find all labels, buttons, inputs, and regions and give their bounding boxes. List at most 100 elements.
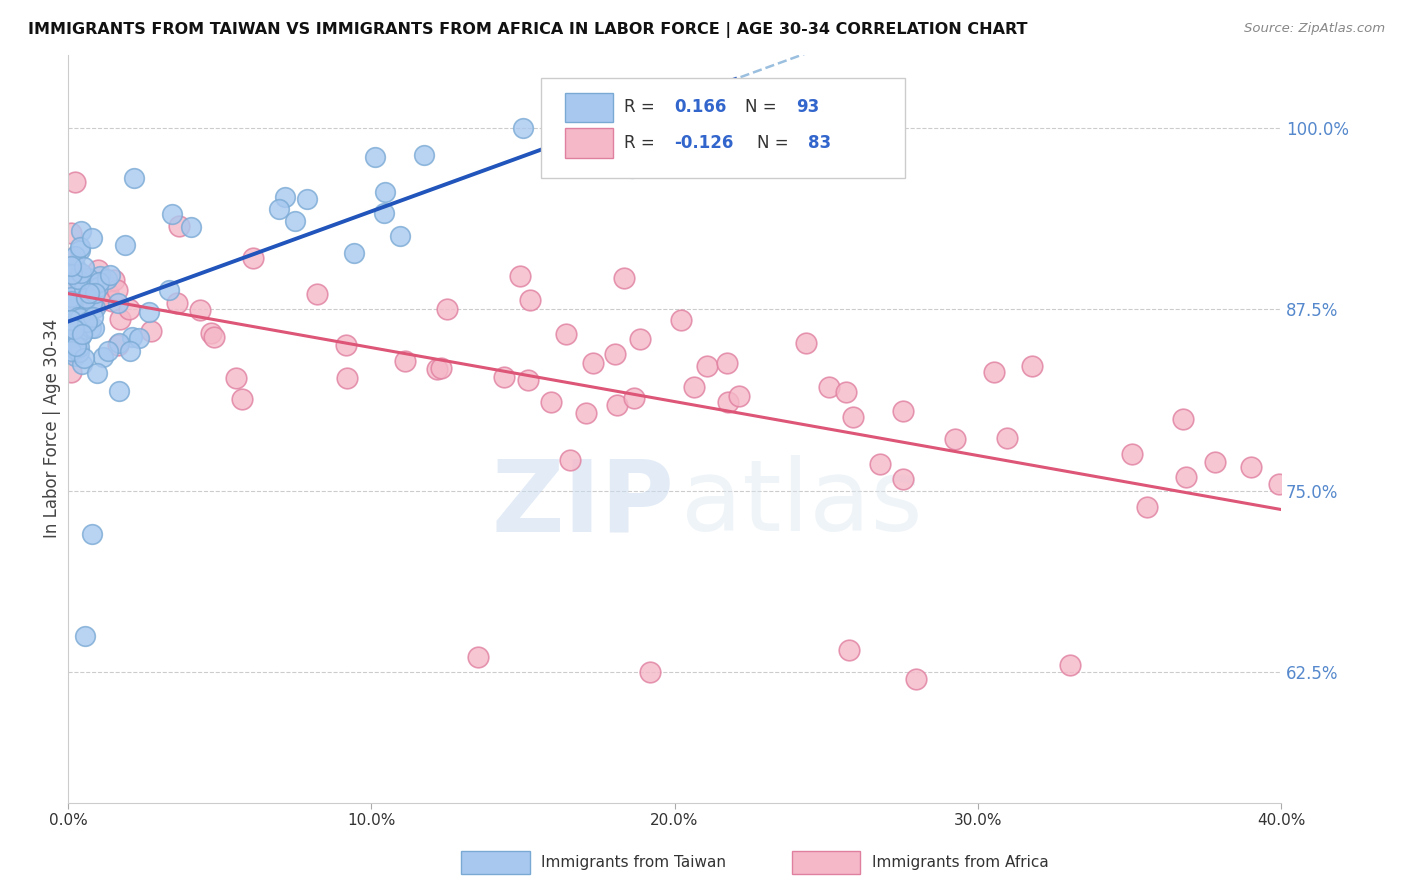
- Point: [162, 207, 184, 221]
- Point: [122, 170, 145, 185]
- Point: [1021, 359, 1043, 373]
- Point: [983, 365, 1005, 379]
- Point: [157, 283, 180, 297]
- Point: [82, 310, 104, 324]
- Text: Source: ZipAtlas.com: Source: ZipAtlas.com: [1244, 22, 1385, 36]
- Point: [60, 251, 83, 265]
- Text: R =: R =: [624, 98, 659, 117]
- Point: [98, 268, 121, 282]
- Point: [60, 282, 83, 296]
- Point: [66, 313, 89, 327]
- Point: [65, 349, 87, 363]
- Point: [891, 404, 914, 418]
- Point: [69, 244, 91, 258]
- Point: [60, 320, 83, 334]
- Point: [717, 395, 740, 409]
- Point: [225, 371, 247, 385]
- Point: [231, 392, 253, 406]
- Point: [591, 120, 613, 135]
- Point: [72, 322, 94, 336]
- Point: [1204, 454, 1226, 468]
- Point: [75, 291, 97, 305]
- Point: [202, 330, 225, 344]
- Point: [80, 320, 103, 334]
- Point: [108, 336, 131, 351]
- Point: [623, 392, 645, 406]
- Point: [307, 286, 329, 301]
- Point: [1268, 476, 1291, 491]
- Point: [70, 357, 93, 371]
- Point: [65, 339, 87, 353]
- Point: [578, 120, 600, 135]
- Point: [555, 120, 578, 135]
- Point: [76, 270, 98, 285]
- Point: [628, 332, 651, 346]
- Point: [65, 305, 87, 319]
- Point: [818, 380, 841, 394]
- Point: [70, 326, 93, 341]
- FancyBboxPatch shape: [565, 128, 613, 158]
- Point: [671, 312, 693, 326]
- Text: atlas: atlas: [681, 455, 922, 552]
- Text: IMMIGRANTS FROM TAIWAN VS IMMIGRANTS FROM AFRICA IN LABOR FORCE | AGE 30-34 CORR: IMMIGRANTS FROM TAIWAN VS IMMIGRANTS FRO…: [28, 22, 1028, 38]
- Point: [79, 286, 101, 301]
- Point: [89, 275, 111, 289]
- Point: [63, 175, 86, 189]
- Point: [581, 356, 603, 370]
- Point: [467, 650, 489, 665]
- Point: [834, 384, 856, 399]
- Point: [284, 214, 307, 228]
- Point: [63, 259, 86, 273]
- Point: [364, 150, 387, 164]
- Text: Immigrants from Taiwan: Immigrants from Taiwan: [541, 855, 727, 870]
- FancyBboxPatch shape: [565, 94, 613, 122]
- Point: [86, 366, 108, 380]
- Point: [436, 301, 458, 316]
- Point: [67, 301, 90, 316]
- Point: [388, 228, 411, 243]
- Point: [66, 272, 89, 286]
- Point: [84, 301, 107, 315]
- Point: [943, 432, 966, 446]
- Point: [67, 270, 90, 285]
- Point: [891, 472, 914, 486]
- Point: [66, 327, 89, 342]
- Point: [606, 398, 628, 412]
- Point: [60, 259, 83, 273]
- Point: [838, 643, 860, 657]
- Point: [114, 237, 136, 252]
- Text: N =: N =: [745, 98, 782, 117]
- Point: [65, 297, 87, 311]
- Point: [613, 271, 636, 285]
- Point: [73, 629, 96, 643]
- Point: [1239, 459, 1261, 474]
- Text: Immigrants from Africa: Immigrants from Africa: [872, 855, 1049, 870]
- Point: [60, 294, 83, 309]
- Point: [794, 335, 817, 350]
- Point: [82, 527, 104, 541]
- Point: [579, 120, 602, 135]
- Point: [412, 147, 434, 161]
- Point: [80, 296, 103, 310]
- Point: [373, 205, 395, 219]
- Text: R =: R =: [624, 134, 659, 152]
- Point: [842, 409, 865, 424]
- Point: [86, 279, 108, 293]
- Point: [995, 431, 1018, 445]
- Point: [62, 322, 84, 336]
- Point: [295, 192, 318, 206]
- Point: [519, 293, 541, 308]
- Point: [188, 303, 211, 318]
- Point: [62, 294, 84, 309]
- Point: [103, 273, 125, 287]
- Point: [72, 321, 94, 335]
- Point: [86, 263, 108, 277]
- Point: [128, 330, 150, 344]
- Point: [60, 344, 83, 359]
- Point: [118, 301, 141, 316]
- Point: [60, 290, 83, 304]
- Point: [118, 344, 141, 359]
- Point: [70, 328, 93, 343]
- Point: [91, 350, 114, 364]
- Point: [107, 338, 129, 352]
